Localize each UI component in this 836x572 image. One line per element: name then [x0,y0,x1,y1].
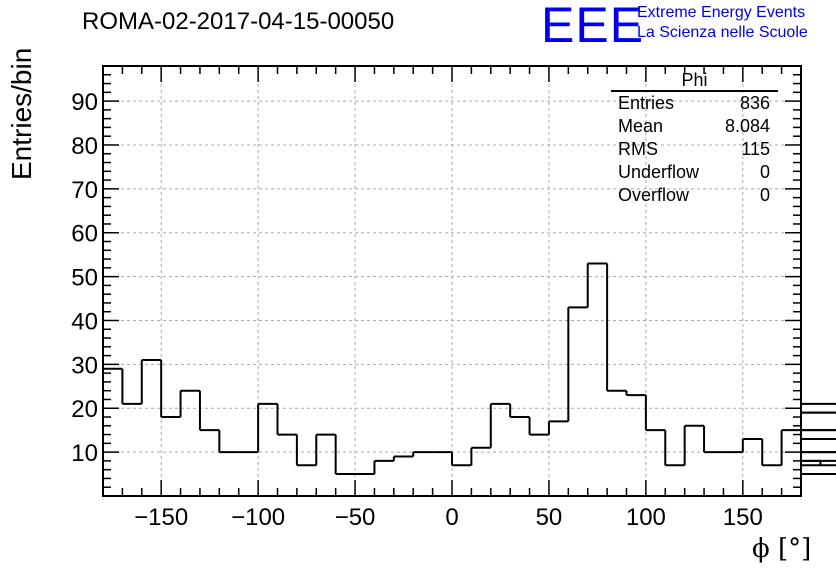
histogram-bin [470,446,491,466]
y-tick-label: 40 [71,308,98,335]
y-tick-label: 50 [71,265,98,292]
y-tick-label: 20 [71,396,98,423]
stats-row-rms: RMS 115 [611,138,778,161]
stats-row-entries: Entries 836 [611,92,778,115]
histogram-bin [160,359,181,419]
stats-value: 115 [741,139,770,159]
histogram-bin [801,429,836,432]
stats-label: Overflow [618,185,690,205]
eee-logo: EEE Extreme Energy Events La Scienza nel… [541,0,836,53]
stats-value: 0 [759,162,770,182]
histogram-bin [295,434,317,467]
stats-label: Underflow [618,162,700,182]
histogram-bin [218,430,239,454]
histogram-bin [625,390,646,397]
histogram-bin [373,459,394,475]
histogram-bin [703,425,724,454]
histogram-bin [451,452,472,467]
stats-row-underflow: Underflow 0 [611,161,778,184]
y-tick-label: 80 [71,133,98,160]
eee-logo-mark: EEE [541,0,645,53]
y-tick-label: 60 [71,221,98,248]
histogram-bin [528,417,549,436]
x-tick-label: 100 [626,504,666,531]
histogram-bin [741,437,763,453]
stats-row-overflow: Overflow 0 [611,184,778,207]
histogram-bin [586,262,608,308]
histogram-bin [198,390,220,432]
x-tick-label: 0 [445,504,458,531]
x-tick-label: −150 [134,504,188,531]
histogram-bin [315,433,336,466]
histogram-bin [567,306,588,422]
histogram-bin [761,438,782,467]
stats-value: 8.084 [724,116,770,136]
stats-value: 0 [759,185,770,205]
y-tick-label: 70 [71,177,98,204]
logo-line-1: Extreme Energy Events [637,4,806,21]
histogram-bars [103,262,836,476]
histogram-bin [334,434,356,476]
histogram-bin [392,455,414,461]
histogram-bin [801,437,836,440]
x-axis-label: ϕ [°] [752,534,812,564]
histogram-bin [801,402,836,405]
stats-row-mean: Mean 8.084 [611,115,778,138]
histogram-bin [644,395,666,432]
histogram-bin [140,358,162,404]
histogram-bin [683,424,705,466]
x-tick-label: −100 [231,504,285,531]
histogram-bin [489,402,511,448]
histogram-bin [780,429,801,466]
histogram-bin [801,459,836,462]
logo-line-2: La Scienza nelle Scuole [637,24,808,41]
histogram-bin [801,411,836,414]
y-tick-label: 30 [71,352,98,379]
tick-labels: −150 −100 −50 0 50 100 150 10 20 30 40 50 60 70 80 90 [71,89,763,531]
axis-ticks [102,65,802,496]
y-tick-label: 90 [71,89,98,116]
histogram-bin [801,473,836,476]
histogram-bin [412,451,433,457]
stats-label: RMS [618,139,658,159]
x-tick-label: 150 [723,504,763,531]
histogram-bin [801,464,836,467]
x-tick-label: 50 [536,504,563,531]
histogram-bin [801,451,836,454]
histogram-bin [547,420,569,435]
histogram-bin [606,263,627,392]
histogram-bin [801,411,836,414]
histogram-bin [664,430,685,467]
stats-label: Mean [618,116,664,136]
stats-label: Entries [618,93,675,113]
stats-value: 836 [739,93,770,113]
histogram-bin [509,403,530,419]
histogram-bin [276,403,297,436]
grid-lines [103,66,801,496]
y-axis-label: Entries/bin [6,47,37,180]
histogram-bin [801,451,836,454]
x-tick-label: −50 [335,504,376,531]
chart-title: ROMA-02-2017-04-15-00050 [82,8,395,35]
stats-title: Phi [611,70,778,92]
histogram-bin [179,389,200,418]
histogram-bin [121,368,142,405]
y-tick-label: 10 [71,440,98,467]
stats-box: Phi Entries 836 Mean 8.084 RMS 115 Under… [611,70,778,207]
histogram-bin [257,402,278,453]
